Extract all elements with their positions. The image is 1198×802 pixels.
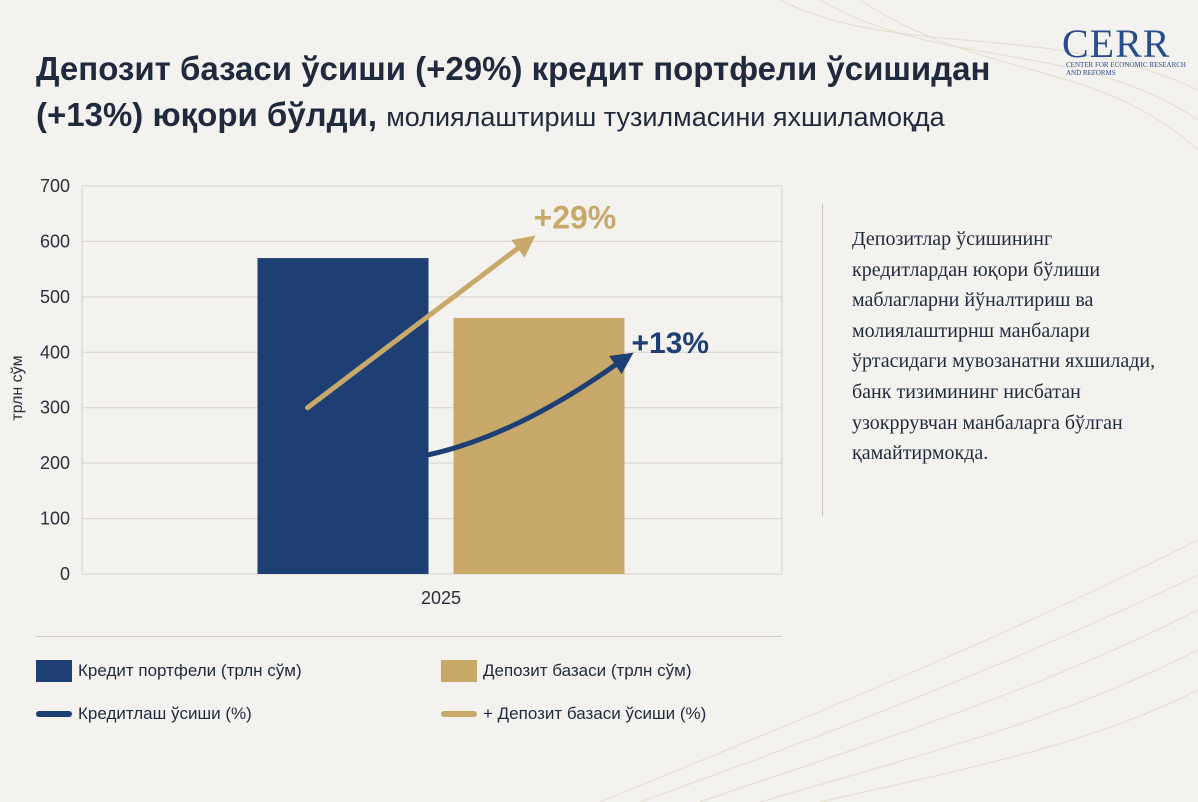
legend-item: Кредит портфели (трлн сўм) <box>36 660 302 682</box>
logo-subtitle: Center for Economic Research and Reforms <box>1066 61 1186 77</box>
legend-label: + Депозит базаси ўсиши (%) <box>483 704 706 724</box>
y-tick-label: 600 <box>40 231 70 251</box>
bar-chart: 0 100 200 300 400 500 600 700 трлн сўм 2025 +29% +1… <box>0 170 800 610</box>
legend-item: Депозит базаси (трлн сўм) <box>441 660 692 682</box>
legend-item: + Депозит базаси ўсиши (%) <box>441 704 706 724</box>
deposit-growth-arrow-head <box>511 236 535 258</box>
title-sub: молиялаштириш тузилмасини яхшиламоқда <box>386 102 944 132</box>
y-tick-label: 400 <box>40 342 70 362</box>
page-title: Депозит базаси ўсиши (+29%) кредит портф… <box>36 46 1036 140</box>
legend-line-swatch <box>36 711 72 717</box>
bar-credit-portfolio <box>258 258 429 574</box>
logo-text: CERR <box>1062 24 1170 64</box>
plot-frame <box>82 186 782 574</box>
deposit-growth-label: +29% <box>534 199 617 235</box>
legend-line-swatch <box>441 711 477 717</box>
y-tick-label: 0 <box>60 564 70 584</box>
legend-label: Кредитлаш ўсиши (%) <box>78 704 252 724</box>
cerr-logo: CERR Center for Economic Research and Re… <box>1062 24 1186 84</box>
vertical-divider <box>822 204 823 516</box>
legend-swatch <box>36 660 72 682</box>
y-tick-label: 200 <box>40 453 70 473</box>
legend-label: Кредит портфели (трлн сўм) <box>78 661 302 681</box>
description-text: Депозитлар ўсишининг кредитлардан юқори … <box>852 224 1172 469</box>
y-axis-label: трлн сўм <box>9 355 26 420</box>
y-tick-label: 100 <box>40 509 70 529</box>
y-tick-label: 300 <box>40 398 70 418</box>
x-category-label: 2025 <box>421 588 461 608</box>
y-tick-label: 700 <box>40 176 70 196</box>
credit-growth-label: +13% <box>632 327 710 360</box>
bar-deposit-base <box>454 318 625 574</box>
legend-label: Депозит базаси (трлн сўм) <box>483 661 692 681</box>
legend-divider <box>36 636 782 637</box>
y-tick-label: 500 <box>40 287 70 307</box>
legend-item: Кредитлаш ўсиши (%) <box>36 704 252 724</box>
legend: Кредит портфели (трлн сўм) Депозит базаси… <box>36 660 796 740</box>
legend-swatch <box>441 660 477 682</box>
